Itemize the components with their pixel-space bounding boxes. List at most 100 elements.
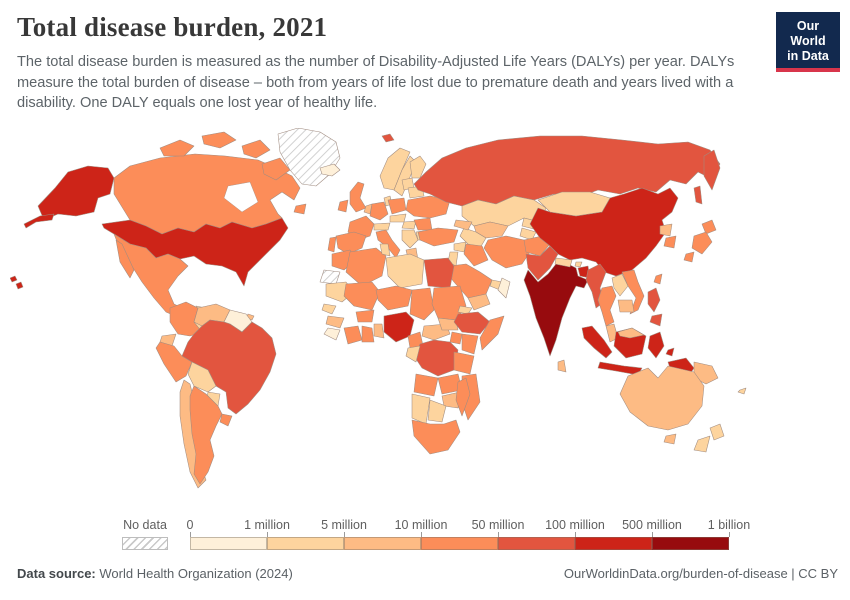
country-ukraine[interactable] bbox=[405, 195, 451, 219]
country-canada-arctic2[interactable] bbox=[201, 131, 237, 149]
country-madagascar[interactable] bbox=[455, 377, 471, 417]
owid-logo[interactable]: Our World in Data bbox=[776, 12, 840, 73]
country-hungary[interactable] bbox=[401, 220, 417, 230]
country-austria-switzerland[interactable] bbox=[373, 222, 391, 231]
country-australia[interactable] bbox=[619, 365, 705, 431]
country-malaysia-borneo[interactable] bbox=[617, 327, 645, 339]
country-russia-kamchatka[interactable] bbox=[703, 149, 721, 191]
country-algeria[interactable] bbox=[345, 247, 387, 287]
country-ivory-coast[interactable] bbox=[343, 325, 363, 345]
country-yemen[interactable] bbox=[467, 293, 491, 311]
country-mexico[interactable] bbox=[113, 233, 189, 319]
country-ghana[interactable] bbox=[361, 325, 375, 343]
country-indonesia-sulawesi[interactable] bbox=[647, 331, 665, 359]
country-iraq[interactable] bbox=[463, 243, 489, 267]
country-balkans[interactable] bbox=[401, 229, 419, 249]
legend-segment[interactable] bbox=[344, 537, 421, 550]
country-germany[interactable] bbox=[369, 201, 389, 221]
country-kenya[interactable] bbox=[461, 333, 479, 355]
country-tanzania[interactable] bbox=[453, 351, 475, 375]
country-canada-newfoundland[interactable] bbox=[293, 203, 307, 215]
country-norway[interactable] bbox=[379, 147, 411, 191]
country-chad[interactable] bbox=[409, 287, 435, 321]
country-iran[interactable] bbox=[483, 235, 531, 269]
country-new-zealand-south[interactable] bbox=[693, 435, 711, 453]
country-japan-hokkaido[interactable] bbox=[701, 219, 717, 235]
legend-no-data-swatch[interactable] bbox=[122, 537, 168, 550]
country-turkey[interactable] bbox=[417, 227, 459, 247]
country-laos[interactable] bbox=[611, 273, 629, 297]
country-japan-honshu[interactable] bbox=[691, 231, 713, 255]
legend-segment[interactable] bbox=[498, 537, 575, 550]
country-south-korea[interactable] bbox=[663, 235, 677, 249]
country-benelux[interactable] bbox=[363, 203, 373, 215]
legend-segment[interactable] bbox=[267, 537, 344, 550]
country-ireland[interactable] bbox=[337, 199, 349, 213]
country-zimbabwe[interactable] bbox=[441, 391, 461, 409]
country-mexico-baja[interactable] bbox=[115, 239, 135, 279]
country-egypt[interactable] bbox=[423, 257, 455, 289]
legend-segment[interactable] bbox=[421, 537, 498, 550]
legend-segment[interactable] bbox=[190, 537, 267, 550]
country-brazil[interactable] bbox=[181, 319, 277, 415]
country-syria[interactable] bbox=[453, 241, 467, 253]
country-burkina-faso[interactable] bbox=[355, 309, 375, 323]
country-somalia[interactable] bbox=[479, 315, 505, 351]
country-drc[interactable] bbox=[413, 339, 459, 377]
country-usa-alaska[interactable] bbox=[37, 165, 115, 221]
country-thailand[interactable] bbox=[597, 285, 617, 327]
country-romania[interactable] bbox=[413, 217, 433, 231]
country-canada-arctic1[interactable] bbox=[159, 139, 195, 157]
country-bhutan[interactable] bbox=[574, 261, 583, 268]
country-spain[interactable] bbox=[335, 231, 367, 255]
country-western-sahara[interactable] bbox=[319, 269, 341, 285]
country-canada-arctic3[interactable] bbox=[241, 139, 271, 159]
country-argentina[interactable] bbox=[189, 385, 223, 485]
country-nepal[interactable] bbox=[554, 257, 573, 268]
country-australia-tasmania[interactable] bbox=[663, 433, 677, 445]
country-niger[interactable] bbox=[375, 285, 413, 311]
country-angola[interactable] bbox=[413, 373, 439, 397]
country-indonesia-moluccas[interactable] bbox=[665, 347, 675, 357]
country-taiwan[interactable] bbox=[653, 273, 663, 285]
country-russia-sakhalin[interactable] bbox=[693, 185, 703, 205]
country-poland[interactable] bbox=[387, 197, 407, 215]
country-caucasus[interactable] bbox=[453, 219, 473, 231]
country-sri-lanka[interactable] bbox=[557, 359, 567, 373]
country-iceland[interactable] bbox=[319, 163, 341, 177]
country-vietnam[interactable] bbox=[621, 269, 645, 315]
country-philippines-mindanao[interactable] bbox=[649, 313, 663, 327]
country-north-korea[interactable] bbox=[659, 223, 673, 237]
country-czech-slovakia[interactable] bbox=[389, 213, 407, 223]
country-sierra-leone-liberia[interactable] bbox=[323, 327, 341, 341]
country-portugal[interactable] bbox=[327, 236, 337, 253]
country-new-zealand-north[interactable] bbox=[709, 423, 725, 441]
country-oman[interactable] bbox=[497, 277, 511, 299]
country-uk[interactable] bbox=[349, 181, 367, 213]
country-usa-aleutians[interactable] bbox=[23, 213, 55, 229]
country-peru[interactable] bbox=[155, 341, 193, 383]
country-uruguay[interactable] bbox=[219, 413, 233, 427]
country-canada-baffin[interactable] bbox=[261, 157, 291, 181]
country-philippines-luzon[interactable] bbox=[647, 287, 661, 313]
legend-segment[interactable] bbox=[652, 537, 729, 550]
country-mali[interactable] bbox=[343, 281, 381, 311]
country-uganda[interactable] bbox=[449, 331, 463, 345]
country-mongolia[interactable] bbox=[537, 191, 611, 217]
country-botswana[interactable] bbox=[427, 399, 447, 423]
country-japan-kyushu[interactable] bbox=[683, 251, 695, 263]
country-benin-togo[interactable] bbox=[373, 323, 385, 339]
country-guinea[interactable] bbox=[325, 315, 345, 329]
country-libya[interactable] bbox=[385, 253, 425, 289]
country-pakistan[interactable] bbox=[525, 245, 559, 281]
country-senegal[interactable] bbox=[321, 303, 337, 315]
country-fiji[interactable] bbox=[737, 387, 747, 395]
country-gabon-congo[interactable] bbox=[405, 345, 421, 363]
country-indonesia-sumatra[interactable] bbox=[581, 325, 613, 359]
country-tunisia[interactable] bbox=[379, 243, 391, 257]
country-ethiopia[interactable] bbox=[453, 311, 491, 335]
legend-segment[interactable] bbox=[575, 537, 652, 550]
country-south-sudan[interactable] bbox=[437, 317, 459, 331]
country-south-africa[interactable] bbox=[411, 419, 461, 455]
country-svalbard[interactable] bbox=[381, 133, 395, 143]
